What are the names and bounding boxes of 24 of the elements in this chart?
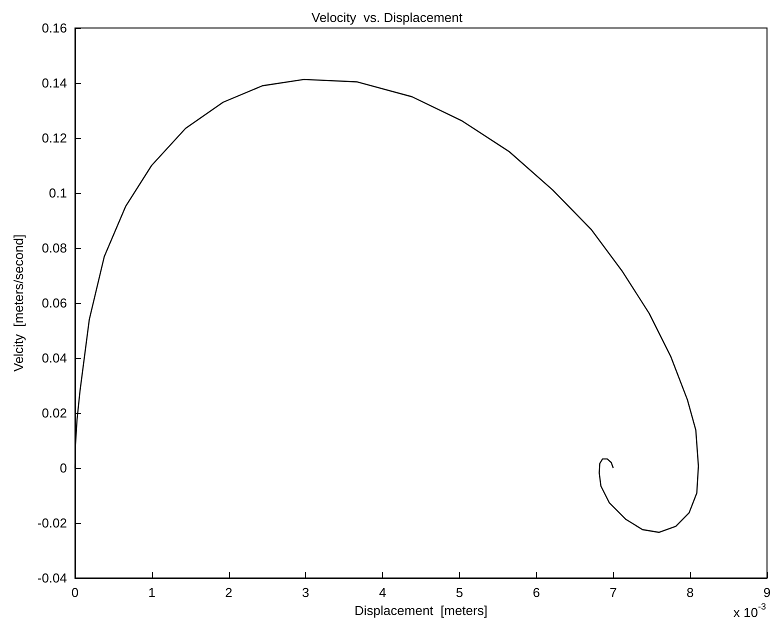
x-tick-label: 9 (763, 585, 771, 600)
x-tick-label: 0 (71, 585, 79, 600)
x-tick-label: 7 (610, 585, 617, 600)
y-tick-label: 0.1 (48, 186, 67, 200)
y-tick-label: -0.02 (37, 516, 67, 530)
y-tick-label: 0.12 (42, 130, 67, 146)
x-tick-label: 6 (532, 585, 540, 600)
x-tick-label: 2 (225, 585, 232, 600)
y-tick-label: 0 (60, 460, 67, 476)
y-tick-label: 0.08 (42, 240, 67, 256)
y-axis-title: Velcity [meters/second] (11, 234, 26, 372)
y-tick-label: 0.16 (42, 20, 67, 36)
x-tick-label: 4 (378, 585, 386, 600)
y-tick-label: 0.06 (42, 296, 67, 310)
y-tick-label: -0.04 (37, 570, 67, 586)
y-tick-label: 0.14 (42, 76, 67, 90)
chart-title: Velocity vs. Displacement (311, 10, 463, 25)
y-tick-label: 0.02 (42, 406, 67, 420)
x-tick-label: 1 (148, 585, 156, 600)
x-tick-label: 8 (686, 585, 694, 600)
x-tick-label: 3 (302, 585, 310, 600)
y-tick-label: 0.04 (42, 350, 67, 366)
x-axis-title: Displacement [meters] (354, 603, 488, 618)
x-tick-label: 5 (456, 585, 464, 600)
